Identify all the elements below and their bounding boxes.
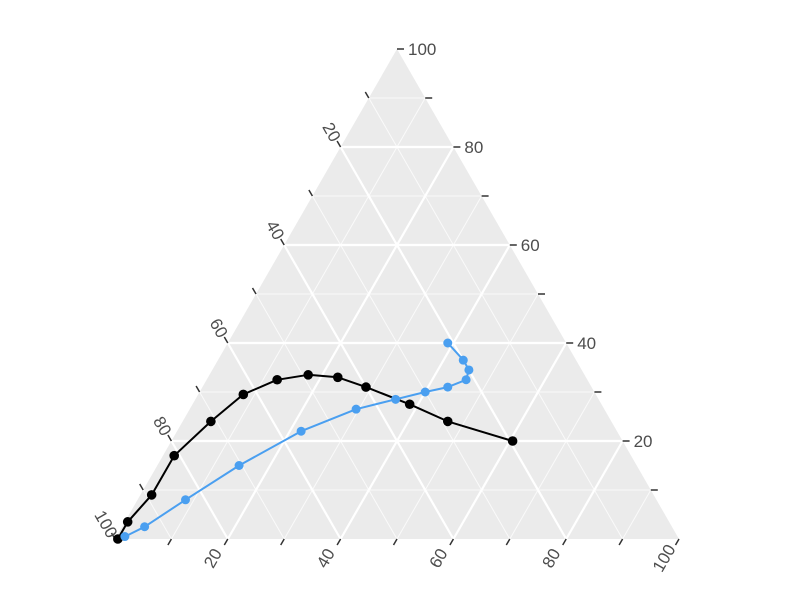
bottom-axis-tick-30 bbox=[280, 538, 285, 546]
right-axis-tick-label: 80 bbox=[464, 138, 483, 157]
series-1-point bbox=[113, 534, 123, 544]
left-axis-tick-90 bbox=[139, 483, 144, 491]
series-2-point bbox=[443, 338, 453, 348]
series-1-point bbox=[272, 374, 282, 385]
grid-line-bottom-50 bbox=[396, 293, 539, 540]
grid-line-bottom-70 bbox=[509, 391, 595, 540]
series-group bbox=[113, 338, 518, 544]
series-2-point bbox=[458, 355, 468, 365]
series-2-point bbox=[391, 394, 401, 404]
series-2-point bbox=[181, 495, 190, 505]
series-2-point bbox=[420, 387, 430, 397]
bottom-axis-tick-label: 80 bbox=[538, 545, 564, 571]
left-axis-tick-label: 60 bbox=[206, 315, 232, 341]
series-2-point bbox=[351, 404, 361, 414]
axis-ticks bbox=[110, 48, 680, 546]
left-axis-tick-label: 40 bbox=[262, 217, 288, 243]
bottom-axis-tick-90 bbox=[618, 538, 624, 546]
bottom-axis-tick-80 bbox=[562, 538, 567, 546]
grid-line-bottom-10 bbox=[170, 97, 426, 540]
left-axis-tick-80 bbox=[167, 434, 173, 442]
bottom-axis-tick-20 bbox=[223, 538, 229, 546]
series-1-point bbox=[361, 382, 371, 392]
grid-line-left-30 bbox=[311, 195, 511, 540]
bottom-axis-tick-label: 100 bbox=[649, 541, 680, 575]
left-axis-tick-10 bbox=[364, 91, 370, 99]
bottom-axis-tick-label: 40 bbox=[313, 545, 339, 571]
grid-line-bottom-90 bbox=[622, 489, 652, 540]
series-1-point bbox=[442, 416, 453, 427]
right-axis-tick-label: 20 bbox=[634, 432, 653, 451]
left-axis-tick-40 bbox=[280, 238, 285, 246]
series-2-point bbox=[140, 522, 150, 532]
series-2-point bbox=[461, 375, 471, 385]
series-1-point bbox=[404, 399, 415, 410]
left-axis-tick-30 bbox=[308, 189, 314, 197]
grid-line-left-50 bbox=[255, 293, 398, 540]
series-1-point bbox=[169, 450, 180, 461]
bottom-axis-tick-50 bbox=[392, 538, 398, 546]
right-axis-tick-label: 100 bbox=[408, 40, 436, 59]
series-1-point bbox=[206, 416, 216, 427]
bottom-axis-tick-40 bbox=[336, 538, 342, 546]
left-axis-tick-50 bbox=[251, 287, 257, 295]
series-1-point bbox=[507, 436, 518, 446]
series-2-point bbox=[234, 461, 244, 470]
series-2-point bbox=[443, 382, 453, 392]
grid-line-bottom-80 bbox=[565, 440, 624, 540]
left-axis-tick-70 bbox=[195, 385, 201, 393]
grid-line-bottom-30 bbox=[283, 195, 483, 540]
bottom-axis-tick-label: 60 bbox=[426, 545, 452, 571]
left-axis-tick-60 bbox=[223, 336, 229, 344]
left-axis-tick-label: 20 bbox=[318, 119, 344, 145]
series-1-point bbox=[122, 517, 133, 527]
grid-line-left-10 bbox=[368, 97, 624, 540]
right-axis-tick-label: 40 bbox=[577, 334, 596, 353]
series-1-point bbox=[238, 389, 249, 400]
left-axis-tick-label: 80 bbox=[149, 413, 175, 439]
bottom-axis-tick-60 bbox=[449, 538, 455, 546]
series-1-point bbox=[146, 490, 157, 500]
left-axis-tick-20 bbox=[336, 140, 342, 148]
series-2-point bbox=[464, 365, 474, 375]
bottom-axis-tick-70 bbox=[505, 538, 511, 546]
right-axis-tick-label: 60 bbox=[521, 236, 540, 255]
series-2-point bbox=[120, 532, 130, 542]
series-2-point bbox=[296, 426, 306, 436]
bottom-axis-tick-10 bbox=[167, 538, 173, 546]
bottom-axis-tick-label: 20 bbox=[200, 545, 226, 571]
series-1-point bbox=[303, 370, 313, 380]
series-1-point bbox=[332, 372, 343, 383]
bottom-axis-tick-100 bbox=[674, 538, 680, 546]
